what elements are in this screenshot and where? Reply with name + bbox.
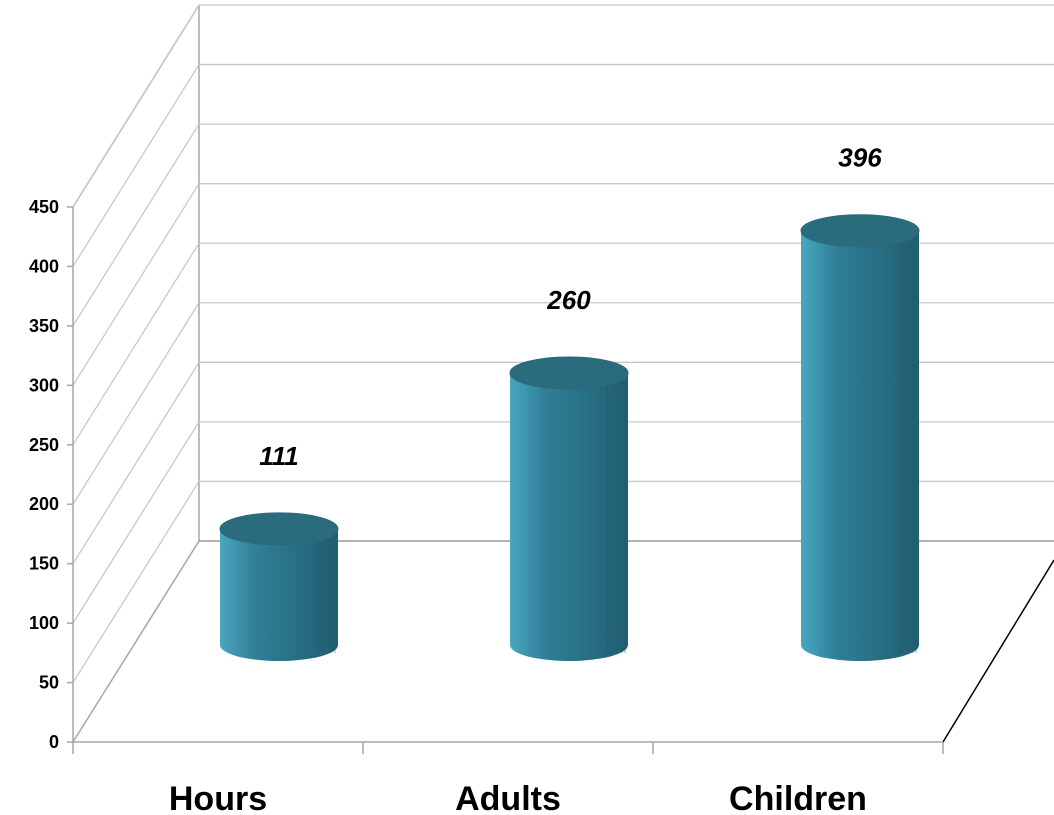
y-tick-label: 300	[29, 375, 59, 395]
y-tick-label: 100	[29, 613, 59, 633]
bar-children	[800, 214, 920, 662]
side-gridline	[72, 123, 200, 327]
y-tick-label: 50	[39, 673, 59, 693]
data-label: 260	[546, 285, 591, 315]
x-axis-category-labels: Hours Adults Children	[169, 780, 867, 815]
floor-right-edge	[942, 559, 1054, 743]
y-tick-label: 0	[49, 732, 59, 752]
y-tick-label: 450	[29, 197, 59, 217]
side-gridline	[72, 183, 200, 386]
side-gridline	[72, 302, 200, 505]
y-tick-label: 250	[29, 435, 59, 455]
bar-body	[801, 230, 919, 662]
bar-top-cap	[509, 356, 629, 390]
axes	[67, 206, 944, 754]
bar-adults	[509, 356, 629, 661]
bar-body	[220, 528, 338, 661]
bar-top-cap	[800, 214, 920, 248]
bars	[219, 214, 920, 662]
bar-top-cap	[219, 512, 339, 546]
y-tick-label: 350	[29, 316, 59, 336]
side-gridline	[72, 64, 200, 267]
y-tick-label: 400	[29, 256, 59, 276]
y-axis-tick-labels: 0 50 100 150 200 250 300 350 400 450	[29, 197, 59, 752]
bar-body	[510, 372, 628, 661]
x-category-label: Children	[729, 780, 867, 815]
side-gridline	[72, 242, 200, 446]
x-category-label: Adults	[455, 780, 561, 815]
data-label: 111	[259, 441, 299, 471]
side-gridline	[72, 481, 200, 683]
y-tick-label: 150	[29, 554, 59, 574]
data-label: 396	[838, 143, 882, 173]
side-gridline	[72, 361, 200, 565]
data-labels: 111 260 396	[259, 143, 882, 471]
y-tick-label: 200	[29, 494, 59, 514]
bar-hours	[219, 512, 339, 661]
side-gridline	[72, 4, 200, 208]
side-gridline	[72, 421, 200, 624]
floor-left-edge	[72, 540, 200, 743]
x-category-label: Hours	[169, 780, 267, 815]
